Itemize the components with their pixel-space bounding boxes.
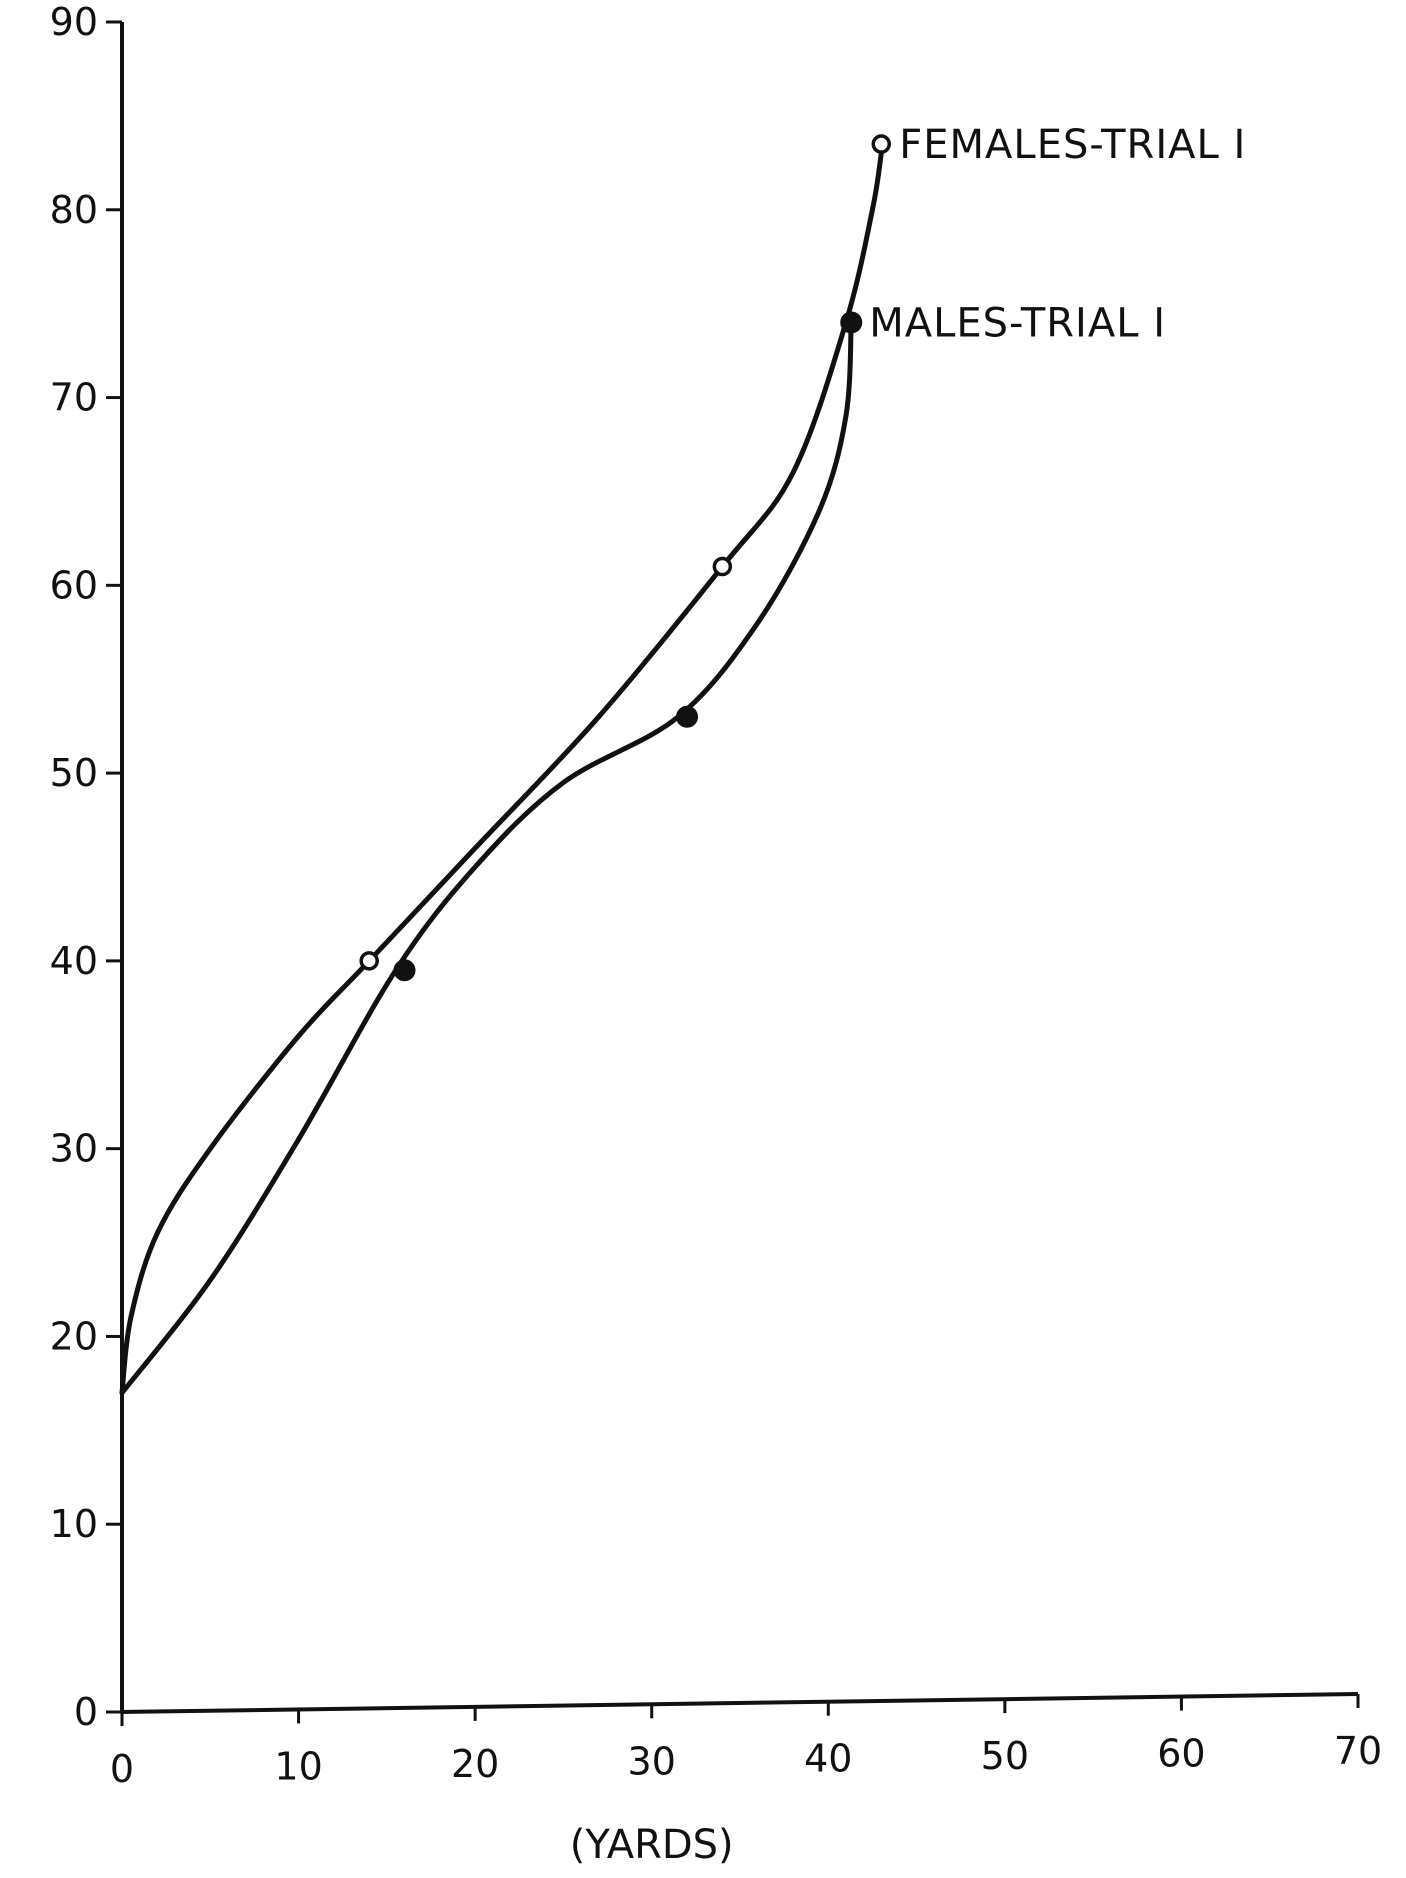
- y-tick-label: 30: [50, 1127, 98, 1171]
- series: [119, 150, 884, 1396]
- y-tick-label: 80: [50, 188, 98, 232]
- x-axis-label: (YARDS): [570, 1822, 734, 1868]
- x-axis-line: [121, 1692, 1359, 1714]
- x-tick-label: 60: [1157, 1732, 1205, 1776]
- x-tick-label: 50: [981, 1734, 1029, 1778]
- y-tick-label: 50: [50, 751, 98, 795]
- series-line-males: [119, 319, 854, 1396]
- x-tick-label: 10: [274, 1744, 322, 1788]
- axes: [120, 22, 1359, 1714]
- data-point-females: [359, 951, 379, 971]
- y-tick-label: 0: [74, 1690, 98, 1734]
- data-point-males: [840, 311, 863, 334]
- data-point-females: [712, 556, 733, 577]
- x-tick-label: 70: [1334, 1729, 1382, 1773]
- x-tick-label: 20: [451, 1742, 499, 1786]
- x-tick-label: 0: [110, 1747, 134, 1791]
- points: [359, 134, 892, 982]
- series-label-females: FEMALES-TRIAL I: [899, 122, 1246, 168]
- data-point-males: [676, 705, 699, 728]
- y-tick-label: 20: [50, 1314, 98, 1358]
- data-point-males: [393, 959, 416, 982]
- y-tick-label: 60: [50, 563, 98, 607]
- y-tick-label: 90: [50, 0, 98, 44]
- x-tick-label: 30: [628, 1739, 676, 1783]
- series-label-males: MALES-TRIAL I: [869, 300, 1166, 346]
- y-tick-label: 40: [50, 939, 98, 983]
- x-tick-label: 40: [804, 1737, 852, 1781]
- ticks: 0 10 20 30 40 50 60 70 80 90 0 10 20 30 40 50 60 70: [50, 0, 1383, 1791]
- series-line-females: [119, 150, 884, 1396]
- y-tick-label: 10: [50, 1502, 98, 1546]
- labels: (YARDS) FEMALES-TRIAL I MALES-TRIAL I: [570, 122, 1246, 1868]
- y-tick-label: 70: [50, 376, 98, 420]
- data-point-females: [871, 134, 892, 154]
